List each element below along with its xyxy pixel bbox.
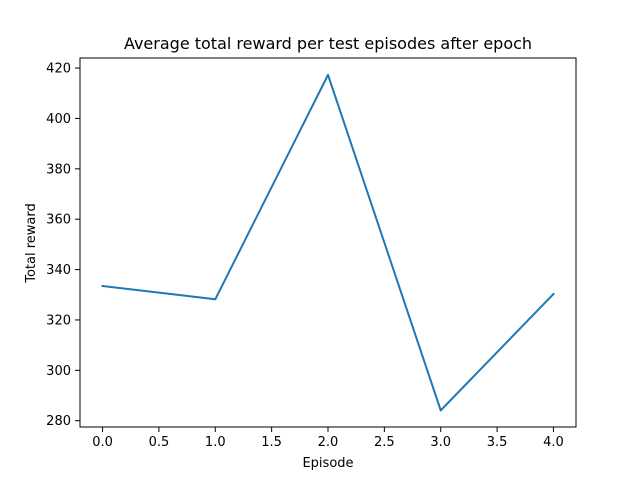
y-tick-label: 420 [46,62,71,77]
x-axis-label: Episode [302,456,353,471]
data-point [214,298,217,301]
y-tick-label: 360 [46,213,71,228]
x-tick-label: 0.0 [92,435,113,450]
ticks-layer: 0.0 0.5 1.0 1.5 2.0 2.5 3.0 3.5 4.0 280 300 320 340 3… [46,62,564,450]
y-tick-label: 280 [46,414,71,429]
y-tick-label: 380 [46,162,71,177]
plot-frame [79,57,577,428]
y-tick-label: 400 [46,112,71,127]
data-point [101,284,104,287]
x-tick-label: 2.5 [374,435,395,450]
x-tick-label: 0.5 [149,435,170,450]
x-tick-label: 1.0 [205,435,226,450]
x-tick-label: 2.0 [318,435,339,450]
y-tick-label: 340 [46,263,71,278]
data-point [439,409,442,412]
chart-title: Average total reward per test episodes a… [124,34,532,53]
x-tick-label: 3.5 [487,435,508,450]
x-tick-label: 4.0 [543,435,564,450]
y-tick-label: 300 [46,364,71,379]
y-tick-label: 320 [46,313,71,328]
x-tick-label: 3.0 [430,435,451,450]
y-axis-label: Total reward [24,203,39,284]
data-point [552,293,555,296]
x-tick-label: 1.5 [261,435,282,450]
series-layer [101,73,555,412]
data-point [327,73,329,76]
plot-area-background [80,58,576,427]
